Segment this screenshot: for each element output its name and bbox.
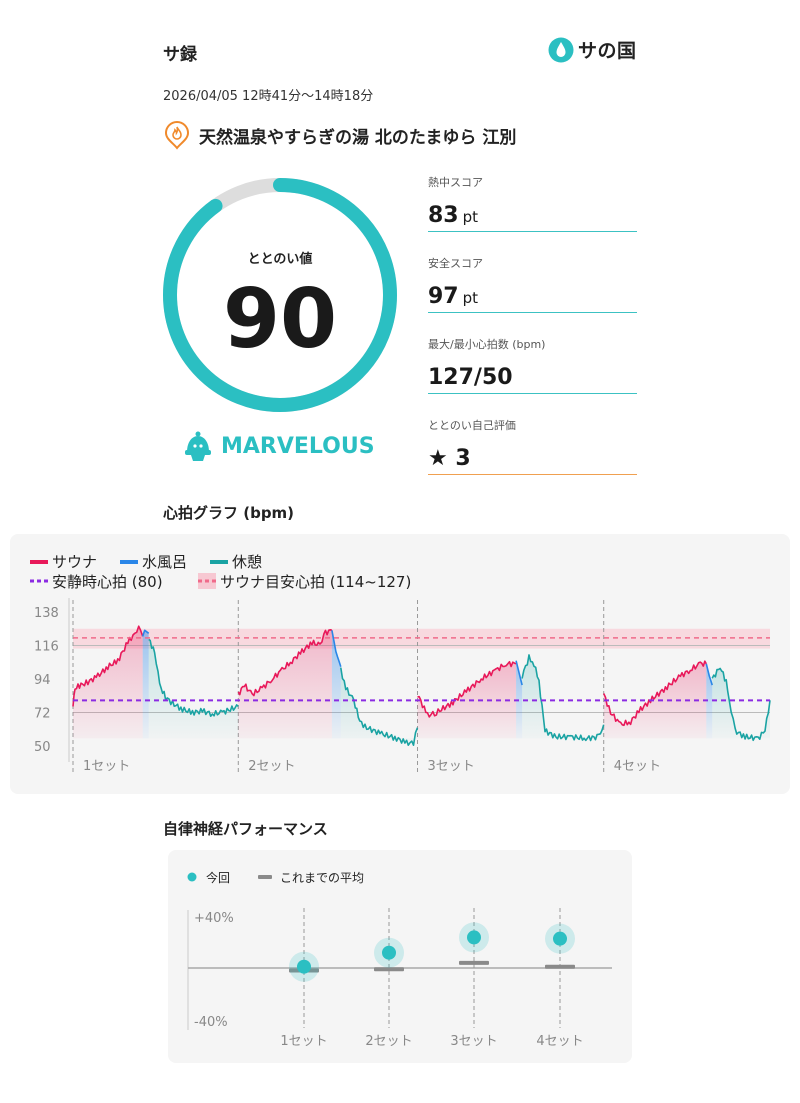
- target-hr-band: [73, 628, 770, 649]
- hr-area-sauna: [73, 626, 143, 739]
- hr-area-rest: [148, 639, 239, 739]
- sauna-hat-icon: [185, 431, 211, 461]
- water-drop-icon: [548, 37, 574, 62]
- star-icon: ★: [428, 446, 448, 471]
- hr-area-sauna: [417, 661, 517, 739]
- hr-area-rest: [340, 667, 418, 746]
- ans-average-mark: [545, 964, 575, 969]
- legend-sauna-swatch: [30, 560, 48, 564]
- facility-name[interactable]: 天然温泉やすらぎの湯 北のたまゆら 江別: [199, 127, 517, 148]
- hr-line-sauna: [417, 660, 517, 718]
- flame-pin-icon: [164, 120, 190, 150]
- hr-graph-title: 心拍グラフ (bpm): [163, 504, 295, 522]
- legend-average: これまでの平均: [280, 871, 364, 885]
- hr-y-tick: 50: [34, 740, 51, 755]
- app-title: サ録: [163, 45, 197, 65]
- safety-score: 安全スコア 97 pt: [428, 255, 637, 313]
- hr-line-cold: [705, 663, 713, 686]
- ans-chart: 今回 これまでの平均 +40% -40% 1セット 2セット 3セット 4セット: [187, 870, 612, 1049]
- hr-line-rest: [148, 638, 239, 717]
- ans-panel: [168, 850, 632, 1063]
- set-label: 3セット: [428, 759, 475, 774]
- ans-current-point: [297, 959, 311, 974]
- heart-rate-range: 最大/最小心拍数 (bpm) 127/50: [428, 336, 637, 394]
- hr-y-tick: 138: [34, 606, 59, 621]
- legend-resting: 安静時心拍 (80): [52, 573, 163, 591]
- safety-score-value: 97: [428, 284, 459, 309]
- legend-average-swatch: [258, 875, 272, 879]
- self-rating: ととのい自己評価 ★ 3: [428, 417, 637, 475]
- totonoi-gauge: [163, 178, 397, 412]
- legend-rest: 休憩: [232, 553, 262, 571]
- ans-x-tick: 4セット: [536, 1034, 583, 1049]
- facility-row[interactable]: 天然温泉やすらぎの湯 北のたまゆら 江別: [163, 120, 516, 150]
- logo-text: サの国: [578, 40, 637, 62]
- legend-target: サウナ目安心拍 (114~127): [220, 573, 411, 591]
- ans-title: 自律神経パフォーマンス: [163, 820, 328, 838]
- set-label: 4セット: [614, 759, 661, 774]
- hr-line-rest: [340, 667, 419, 746]
- hr-y-tick: 116: [34, 640, 59, 655]
- legend-cold: 水風呂: [142, 553, 187, 571]
- hr-area-rest: [522, 654, 604, 741]
- heat-score-value: 83: [428, 203, 459, 228]
- legend-cold-swatch: [120, 560, 138, 564]
- gauge-progress-arc: [163, 178, 397, 412]
- legend-rest-swatch: [210, 560, 228, 564]
- hr-line-cold: [331, 630, 342, 668]
- ans-average-mark: [459, 960, 489, 965]
- ans-current-point: [382, 945, 396, 960]
- gauge-label: ととのい値: [247, 252, 313, 267]
- brand-logo: サの国: [548, 36, 637, 63]
- ans-x-tick: 1セット: [280, 1034, 327, 1049]
- hr-area-rest: [712, 668, 770, 741]
- hr-area-sauna: [238, 629, 332, 739]
- heat-score: 熱中スコア 83 pt: [428, 174, 637, 232]
- hr-area-sauna: [603, 661, 707, 739]
- heart-rate-range-label: 最大/最小心拍数 (bpm): [428, 338, 546, 351]
- heat-score-unit: pt: [462, 208, 479, 226]
- ans-x-tick: 3セット: [450, 1034, 497, 1049]
- self-rating-value-row: ★ 3: [428, 443, 637, 475]
- safety-score-label: 安全スコア: [428, 257, 483, 270]
- rank-label: MARVELOUS: [221, 433, 375, 459]
- set-label: 1セット: [83, 759, 130, 774]
- heat-score-label: 熱中スコア: [428, 176, 483, 189]
- hr-y-tick: 94: [34, 673, 51, 688]
- legend-sauna: サウナ: [52, 553, 97, 571]
- hr-plot-area: 138 116 94 72 50 1セット 2セット 3セット 4セット: [34, 598, 771, 774]
- session-datetime: 2026/04/05 12時41分〜14時18分: [163, 89, 374, 104]
- hr-line-sauna: [602, 660, 707, 727]
- hr-line-rest: [521, 654, 605, 742]
- hr-area-cold: [142, 630, 149, 739]
- rank-row: MARVELOUS: [183, 430, 375, 462]
- self-rating-value: 3: [455, 446, 471, 471]
- self-rating-label: ととのい自己評価: [428, 419, 516, 432]
- legend-current: 今回: [206, 870, 230, 885]
- ans-y-tick: +40%: [194, 911, 234, 926]
- hr-line-rest: [711, 667, 771, 742]
- set-label: 2セット: [248, 759, 295, 774]
- safety-score-value-row: 97 pt: [428, 281, 637, 313]
- hr-line-sauna: [237, 629, 333, 697]
- ans-x-tick: 2セット: [365, 1034, 412, 1049]
- safety-score-unit: pt: [462, 289, 479, 307]
- hr-line-cold: [515, 660, 523, 686]
- ans-current-point: [553, 931, 567, 946]
- ans-y-tick: -40%: [194, 1015, 228, 1030]
- legend-current-swatch: [187, 872, 197, 882]
- heart-rate-chart: サウナ 水風呂 休憩 安静時心拍 (80) サウナ目安心拍 (114~127) …: [30, 553, 771, 774]
- ans-current-point: [467, 930, 481, 945]
- hr-y-tick: 72: [34, 707, 51, 722]
- hr-legend: サウナ 水風呂 休憩 安静時心拍 (80) サウナ目安心拍 (114~127): [30, 553, 411, 591]
- hr-line-cold: [141, 629, 150, 637]
- ans-average-mark: [374, 967, 404, 972]
- heat-score-value-row: 83 pt: [428, 200, 637, 232]
- hr-area-cold: [331, 630, 341, 739]
- gauge-value: 90: [222, 272, 338, 367]
- ans-plot-area: +40% -40% 1セット 2セット 3セット 4セット: [187, 908, 612, 1049]
- heart-rate-range-value: 127/50: [428, 362, 637, 394]
